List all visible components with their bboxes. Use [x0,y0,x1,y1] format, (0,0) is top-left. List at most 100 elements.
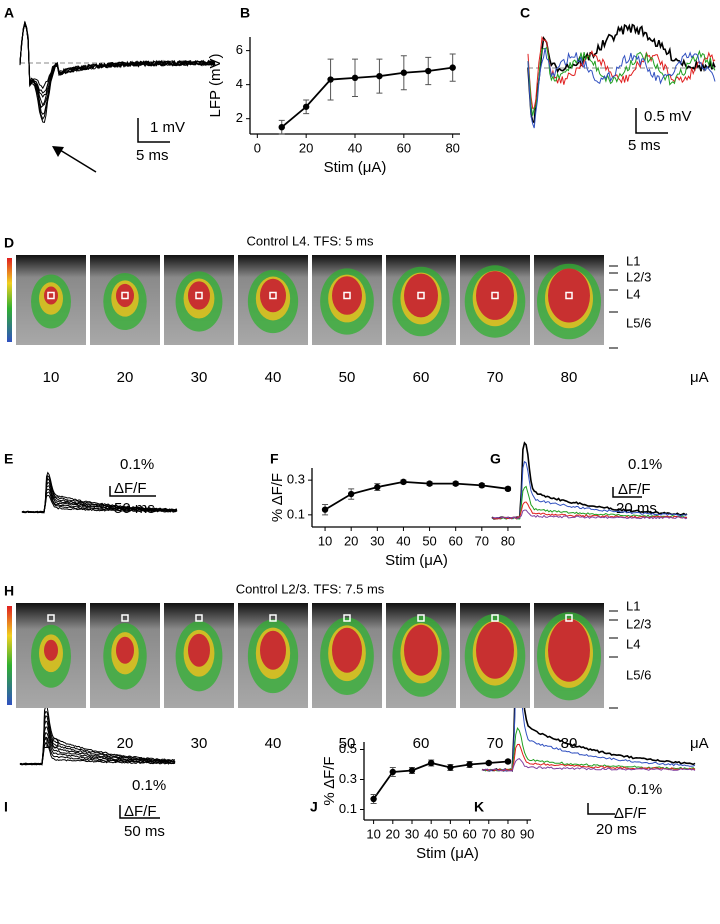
roi [343,291,351,300]
trace [491,441,688,520]
x-tick-label: 80 [501,533,515,548]
unit-label: μA [690,735,709,752]
stim-label: 70 [487,369,504,386]
scale-bar [635,108,668,134]
trace [21,491,178,514]
panel-letter: G [490,451,501,467]
activity-red [548,268,590,323]
point [466,761,473,768]
activity-red [476,271,514,320]
stim-label: 60 [413,369,430,386]
panel-letter: H [4,583,14,599]
scale-bar [137,118,170,143]
trace [527,48,716,129]
color-bar [7,258,12,342]
trace [21,485,178,514]
point [351,74,359,82]
point [427,759,435,767]
point [425,67,432,75]
roi [343,614,351,622]
stim-label: 50 [339,369,356,386]
point [504,485,512,493]
scale-label: 5 ms [136,147,169,164]
roi [491,614,499,622]
trace [481,757,696,772]
layer-label: L1 [626,253,640,268]
trace [491,501,688,520]
activity-red [332,627,362,673]
point [389,768,396,776]
point [449,64,456,71]
panel-letter: I [4,799,8,815]
x-tick-label: 10 [366,826,380,841]
color-bar [7,606,12,705]
point [376,72,383,80]
roi [121,291,129,300]
x-axis-label: Stim (μA) [324,159,387,176]
roi [121,614,129,622]
arrow-head [52,146,64,157]
activity-red [260,278,286,313]
point [504,758,512,765]
stim-label: 10 [43,369,60,386]
trace [527,46,716,116]
roi [491,291,499,300]
x-tick-label: 0 [254,140,261,155]
scale-label: 0.1% [628,781,662,798]
roi [195,614,203,622]
roi [417,614,425,622]
point [447,764,454,771]
stim-label: 30 [191,369,208,386]
x-tick-label: 50 [443,826,457,841]
trace [481,743,696,772]
trace [19,22,216,116]
scale-label: ΔF/F [124,803,157,820]
scale-bar [109,486,156,497]
trace [19,741,176,766]
x-tick-label: 30 [405,826,419,841]
activity-red [44,639,58,661]
strip-title: Control L4. TFS: 5 ms [247,233,374,248]
y-tick-label: 0.1 [287,506,305,521]
trace [19,720,176,766]
scale-label: 5 ms [628,137,661,154]
scale-label: ΔF/F [618,481,651,498]
stim-label: 60 [413,735,430,752]
x-tick-label: 90 [520,826,534,841]
point [327,76,334,83]
data-line [372,760,509,800]
x-tick-label: 40 [348,140,362,155]
scale-label: 0.1% [120,456,154,473]
x-tick-label: 60 [448,533,462,548]
activity-red [116,636,134,664]
point [426,480,433,487]
unit-label: μA [690,369,709,386]
x-tick-label: 60 [397,140,411,155]
trace [19,21,216,123]
stim-label: 30 [191,735,208,752]
x-tick-label: 80 [501,826,515,841]
panel-letter: D [4,235,14,251]
data-line [324,480,509,511]
y-tick-label: 0.1 [339,801,357,816]
y-axis-label: % ΔF/F [321,756,338,805]
x-tick-label: 10 [318,533,332,548]
x-tick-label: 60 [462,826,476,841]
x-tick-label: 80 [445,140,459,155]
x-axis-label: Stim (μA) [385,552,448,569]
point [408,767,416,774]
strip-title: Control L2/3. TFS: 7.5 ms [236,581,385,596]
layer-label: L1 [626,598,640,613]
scale-label: 0.1% [628,456,662,473]
scale-bar [587,803,615,815]
panel-letter: B [240,5,250,21]
y-tick-label: 2 [236,110,243,125]
stim-label: 40 [265,369,282,386]
stim-label: 20 [117,735,134,752]
panel-letter: C [520,5,530,21]
activity-red [404,273,438,318]
roi [269,291,277,300]
y-axis-label: LFP (mV) [207,54,224,118]
point [347,490,355,498]
